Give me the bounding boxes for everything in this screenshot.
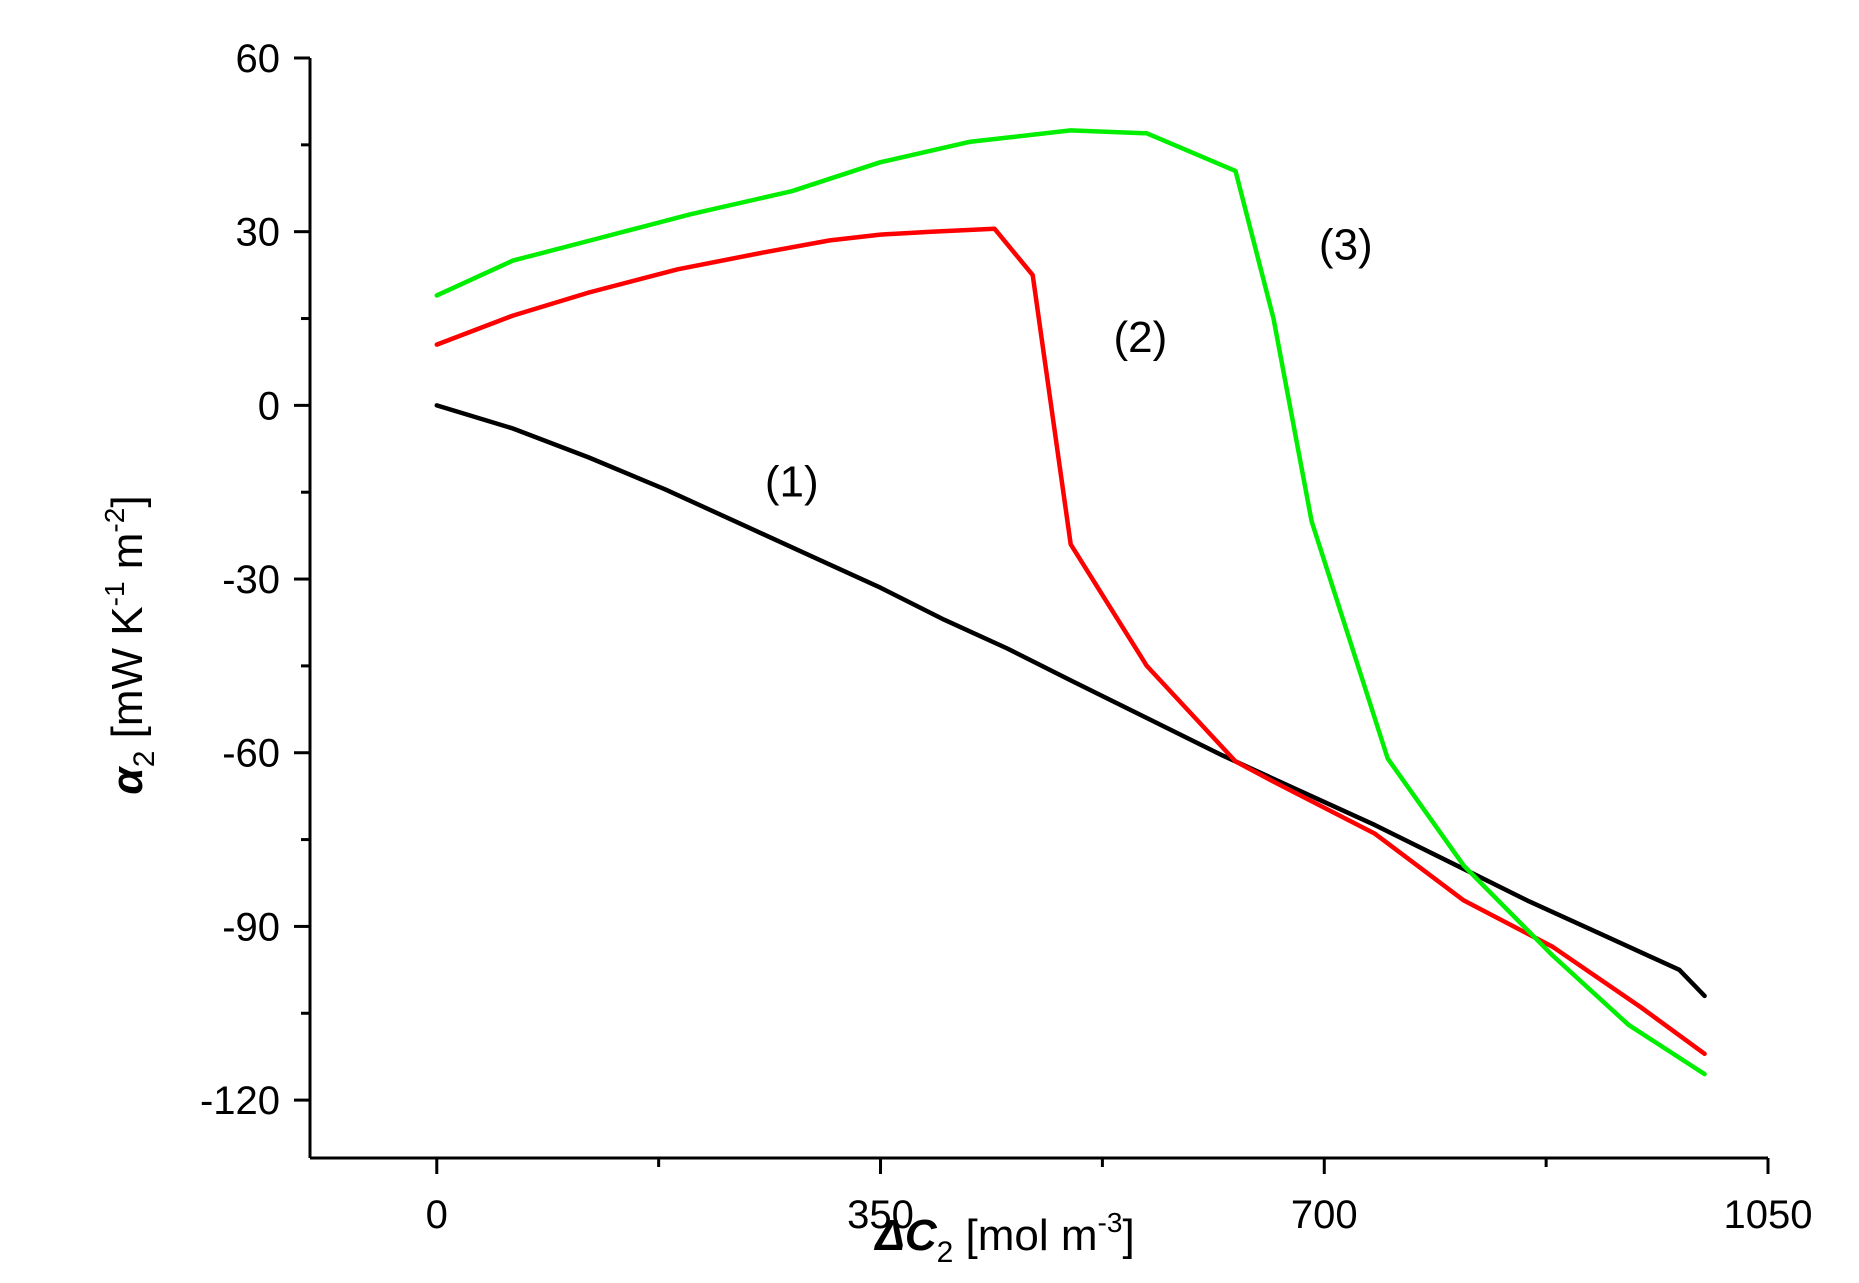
- x-tick-label: 700: [1291, 1193, 1358, 1237]
- series-label-3: (3): [1319, 220, 1373, 269]
- series-label-1: (1): [765, 458, 819, 507]
- y-tick-label: 30: [236, 211, 281, 255]
- y-axis-label: α2 [mW K-1 m-2]: [99, 495, 161, 794]
- x-axis-label: ΔC2 [mol m-3]: [873, 1207, 1134, 1269]
- y-tick-label: -60: [222, 732, 280, 776]
- y-tick-label: -120: [200, 1079, 280, 1123]
- y-tick-label: -30: [222, 558, 280, 602]
- axes: 60 30 0 -30 -60 -90 -120 0 350 700 1050: [200, 37, 1813, 1237]
- y-tick-label: -90: [222, 905, 280, 949]
- y-tick-label: 0: [258, 384, 280, 428]
- series-label-2: (2): [1114, 313, 1168, 362]
- series-line-2: [434, 226, 1707, 1057]
- series-line-3: [434, 128, 1707, 1077]
- x-tick-label: 0: [426, 1193, 448, 1237]
- series-group: [434, 128, 1707, 1077]
- series-line-1: [434, 403, 1707, 999]
- x-tick-label: 350: [847, 1193, 914, 1237]
- y-tick-label: 60: [236, 37, 281, 81]
- x-tick-label: 1050: [1724, 1193, 1813, 1237]
- series-labels: (1) (2) (3): [765, 220, 1373, 506]
